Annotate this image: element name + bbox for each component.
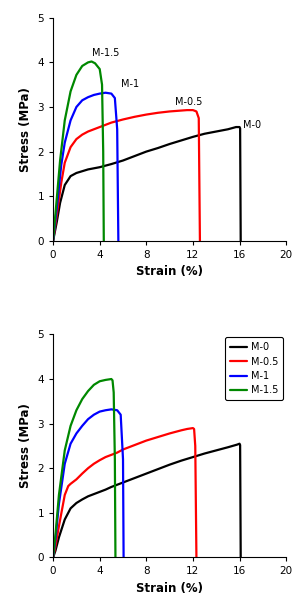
- M-1: [63, 460, 66, 467]
- M-1: [54, 536, 57, 543]
- Legend: M-0, M-0.5, M-1, M-1.5: M-0, M-0.5, M-1, M-1.5: [225, 337, 283, 400]
- M-1: [121, 456, 125, 463]
- M-1.5: [51, 554, 55, 561]
- M-0: [51, 554, 55, 561]
- M-1.5: [104, 377, 107, 384]
- Line: M-1.5: M-1.5: [53, 379, 115, 557]
- M-0.5: [156, 433, 160, 441]
- M-0: [203, 450, 206, 457]
- M-1: [98, 408, 101, 415]
- Text: M-1: M-1: [121, 79, 139, 89]
- M-0.5: [54, 543, 57, 550]
- M-0.5: [92, 460, 96, 467]
- M-0: [57, 534, 61, 541]
- M-1: [104, 407, 107, 414]
- M-1.5: [69, 422, 72, 429]
- M-0: [75, 499, 78, 506]
- M-0: [179, 457, 183, 464]
- M-0: [69, 505, 72, 512]
- M-0.5: [57, 522, 61, 530]
- M-1: [110, 406, 113, 413]
- M-1.5: [54, 531, 57, 538]
- M-0: [145, 470, 148, 477]
- Text: M-0: M-0: [243, 120, 261, 130]
- M-0.5: [191, 425, 195, 432]
- M-1.5: [63, 447, 66, 454]
- M-0: [239, 554, 242, 561]
- M-0: [86, 493, 90, 500]
- M-1: [69, 440, 72, 447]
- M-0: [121, 479, 125, 486]
- M-1.5: [113, 456, 117, 463]
- M-1.5: [86, 387, 90, 394]
- Y-axis label: Stress (MPa): Stress (MPa): [19, 87, 32, 172]
- X-axis label: Strain (%): Strain (%): [136, 265, 203, 278]
- M-1: [75, 430, 78, 437]
- M-0: [98, 488, 101, 495]
- M-0.5: [63, 492, 66, 499]
- M-0: [238, 440, 241, 447]
- M-0: [54, 547, 57, 554]
- M-0: [110, 483, 113, 490]
- M-1.5: [111, 377, 114, 384]
- M-0: [63, 516, 66, 523]
- M-0.5: [81, 470, 84, 477]
- M-0: [156, 466, 160, 473]
- M-0: [92, 490, 96, 498]
- M-0.5: [195, 554, 198, 561]
- M-1.5: [114, 554, 117, 561]
- M-0: [133, 474, 136, 482]
- M-1: [86, 416, 90, 423]
- M-1.5: [57, 492, 61, 499]
- Text: M-0.5: M-0.5: [176, 97, 203, 107]
- M-0.5: [104, 454, 107, 461]
- M-0.5: [115, 449, 119, 456]
- M-0: [168, 461, 171, 468]
- M-0: [235, 441, 239, 448]
- M-0: [226, 444, 230, 451]
- M-1: [119, 411, 122, 418]
- M-0.5: [121, 446, 125, 453]
- M-1: [51, 554, 55, 561]
- M-0.5: [194, 442, 197, 449]
- M-1.5: [81, 396, 84, 403]
- M-0: [238, 441, 242, 448]
- M-1.5: [110, 375, 113, 382]
- M-0.5: [51, 554, 55, 561]
- M-0.5: [75, 476, 78, 483]
- M-0: [81, 496, 84, 503]
- M-0.5: [179, 427, 183, 434]
- M-1: [57, 500, 61, 508]
- Y-axis label: Stress (MPa): Stress (MPa): [19, 403, 32, 489]
- M-0: [214, 447, 218, 454]
- M-1: [92, 411, 96, 418]
- M-0.5: [145, 437, 148, 444]
- M-0.5: [66, 483, 70, 490]
- M-0: [191, 454, 195, 461]
- M-0.5: [86, 465, 90, 472]
- X-axis label: Strain (%): Strain (%): [136, 582, 203, 593]
- M-1.5: [98, 378, 101, 385]
- M-1: [81, 422, 84, 429]
- M-1: [122, 554, 125, 561]
- M-1: [115, 407, 119, 414]
- Line: M-0.5: M-0.5: [53, 428, 196, 557]
- M-1.5: [92, 381, 96, 388]
- M-0.5: [69, 480, 72, 487]
- M-0.5: [192, 425, 196, 432]
- M-1.5: [112, 389, 115, 396]
- M-0.5: [133, 441, 136, 448]
- M-1.5: [75, 407, 78, 414]
- M-0.5: [98, 457, 101, 464]
- Line: M-1: M-1: [53, 409, 124, 557]
- M-0.5: [110, 451, 113, 458]
- M-0.5: [185, 425, 189, 432]
- M-0.5: [168, 430, 171, 437]
- Text: M-1.5: M-1.5: [91, 47, 119, 58]
- Line: M-0: M-0: [53, 444, 241, 557]
- M-0: [104, 486, 107, 493]
